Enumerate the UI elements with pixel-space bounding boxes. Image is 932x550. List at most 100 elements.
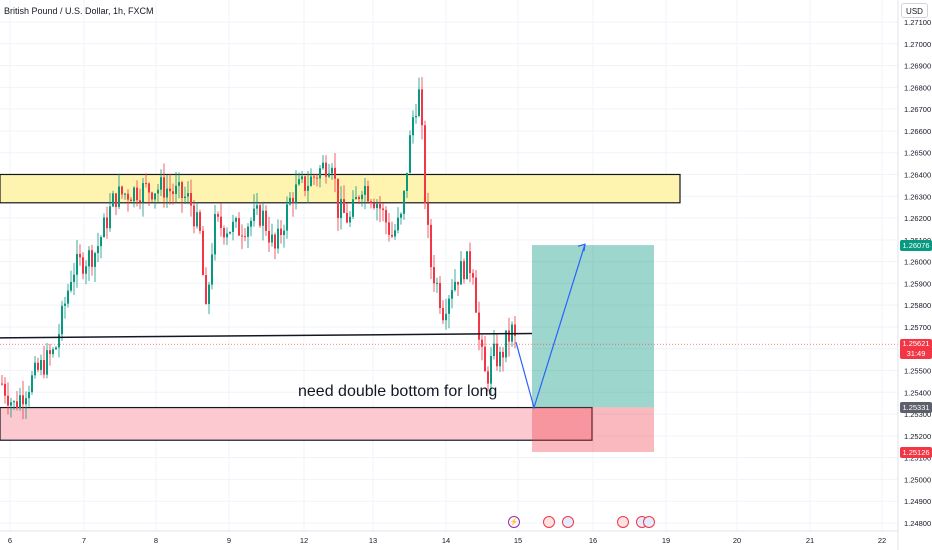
candle-body [493,343,495,356]
candle-body [181,182,183,198]
candle-body [241,235,243,237]
candle-body [358,196,360,200]
candle-body [220,216,222,229]
candle-body [31,375,33,393]
event-flash-icon[interactable]: ⚡ [508,516,520,528]
time-tick-label: 22 [878,536,886,545]
candle-body [175,185,177,194]
candle-body [166,188,168,198]
time-tick-label: 16 [589,536,597,545]
price-tick-label: 1.26800 [904,83,931,92]
candle-body [352,199,354,217]
candle-body [265,210,267,231]
candle-body [97,246,99,254]
price-tick-label: 1.25500 [904,367,931,376]
candle-body [223,228,225,238]
candle-body [415,115,417,118]
price-tick-label: 1.26600 [904,127,931,136]
candle-body [82,257,84,274]
event-uk-flag-icon[interactable] [543,516,555,528]
candle-body [124,193,126,195]
candle-body [331,167,333,174]
candle-body [340,199,342,219]
candle-body [319,168,321,179]
candle-body [235,218,237,222]
candles-layer [1,77,516,420]
candle-body [403,190,405,214]
candle-body [454,281,456,291]
candle-body [481,339,483,347]
candle-body [262,210,264,226]
event-us-flag-icon-3[interactable] [643,516,655,528]
candle-body [349,216,351,223]
candle-body [73,274,75,282]
candle-body [178,182,180,186]
price-tick-label: 1.25000 [904,475,931,484]
candle-body [139,200,141,203]
candle-body [373,203,375,209]
candle-body [151,192,153,200]
time-tick-label: 19 [662,536,670,545]
candle-body [490,355,492,384]
candle-body [400,213,402,218]
event-us-flag-icon[interactable] [562,516,574,528]
candle-body [253,208,255,221]
candle-body [268,230,270,243]
support-zone [0,406,593,441]
candle-body [115,193,117,207]
candle-body [229,231,231,234]
price-tick-label: 1.26700 [904,105,931,114]
candle-body [154,193,156,200]
candle-body [301,176,303,180]
price-tick-label: 1.26300 [904,192,931,201]
chart-annotation[interactable]: need double bottom for long [298,383,498,400]
candle-body [19,395,21,409]
candle-body [172,191,174,194]
candle-body [76,253,78,275]
candle-body [433,267,435,284]
event-uk-flag-icon-2[interactable] [617,516,629,528]
currency-button[interactable]: USD [901,3,928,18]
candle-body [94,253,96,267]
candle-body [397,217,399,231]
candle-body [49,350,51,355]
candle-body [427,203,429,225]
candle-body [424,125,426,204]
time-axis[interactable]: 6 7 8 9 12 13 14 15 16 19 20 21 22 [0,530,898,545]
candle-body [391,234,393,237]
candle-body [202,230,204,276]
time-tick-label: 13 [369,536,377,545]
current-price-value: 1.25621 [902,339,930,348]
candle-body [316,177,318,179]
candle-body [214,214,216,255]
candle-body [328,173,330,177]
candle-body [217,214,219,217]
candle-body [187,193,189,197]
candle-body [250,220,252,227]
projection-path [515,244,586,410]
projection-arrowhead [577,243,586,252]
candle-body [247,226,249,237]
price-tick-label: 1.27100 [904,18,931,27]
candle-body [118,186,120,207]
bar-countdown: 31:49 [906,349,926,358]
candle-body [313,176,315,178]
candle-body [163,177,165,198]
price-tick-label: 1.25700 [904,323,931,332]
candle-body [112,193,114,207]
price-axis[interactable]: 1.27100 1.27000 1.26900 1.26800 1.26700 1.266… [897,0,931,550]
candle-body [256,205,258,209]
candle-body [295,184,297,203]
candle-body [436,282,438,284]
stop-price-label: 1.25126 [900,447,932,458]
candle-body [145,183,147,185]
candle-body [325,162,327,177]
price-tick-label: 1.25100 [904,454,931,463]
price-tick-label: 1.25800 [904,301,931,310]
position-loss-area [532,407,654,452]
price-tick-label: 1.24900 [904,497,931,506]
candle-body [127,193,129,200]
candle-body [382,208,384,210]
candle-body [475,277,477,313]
